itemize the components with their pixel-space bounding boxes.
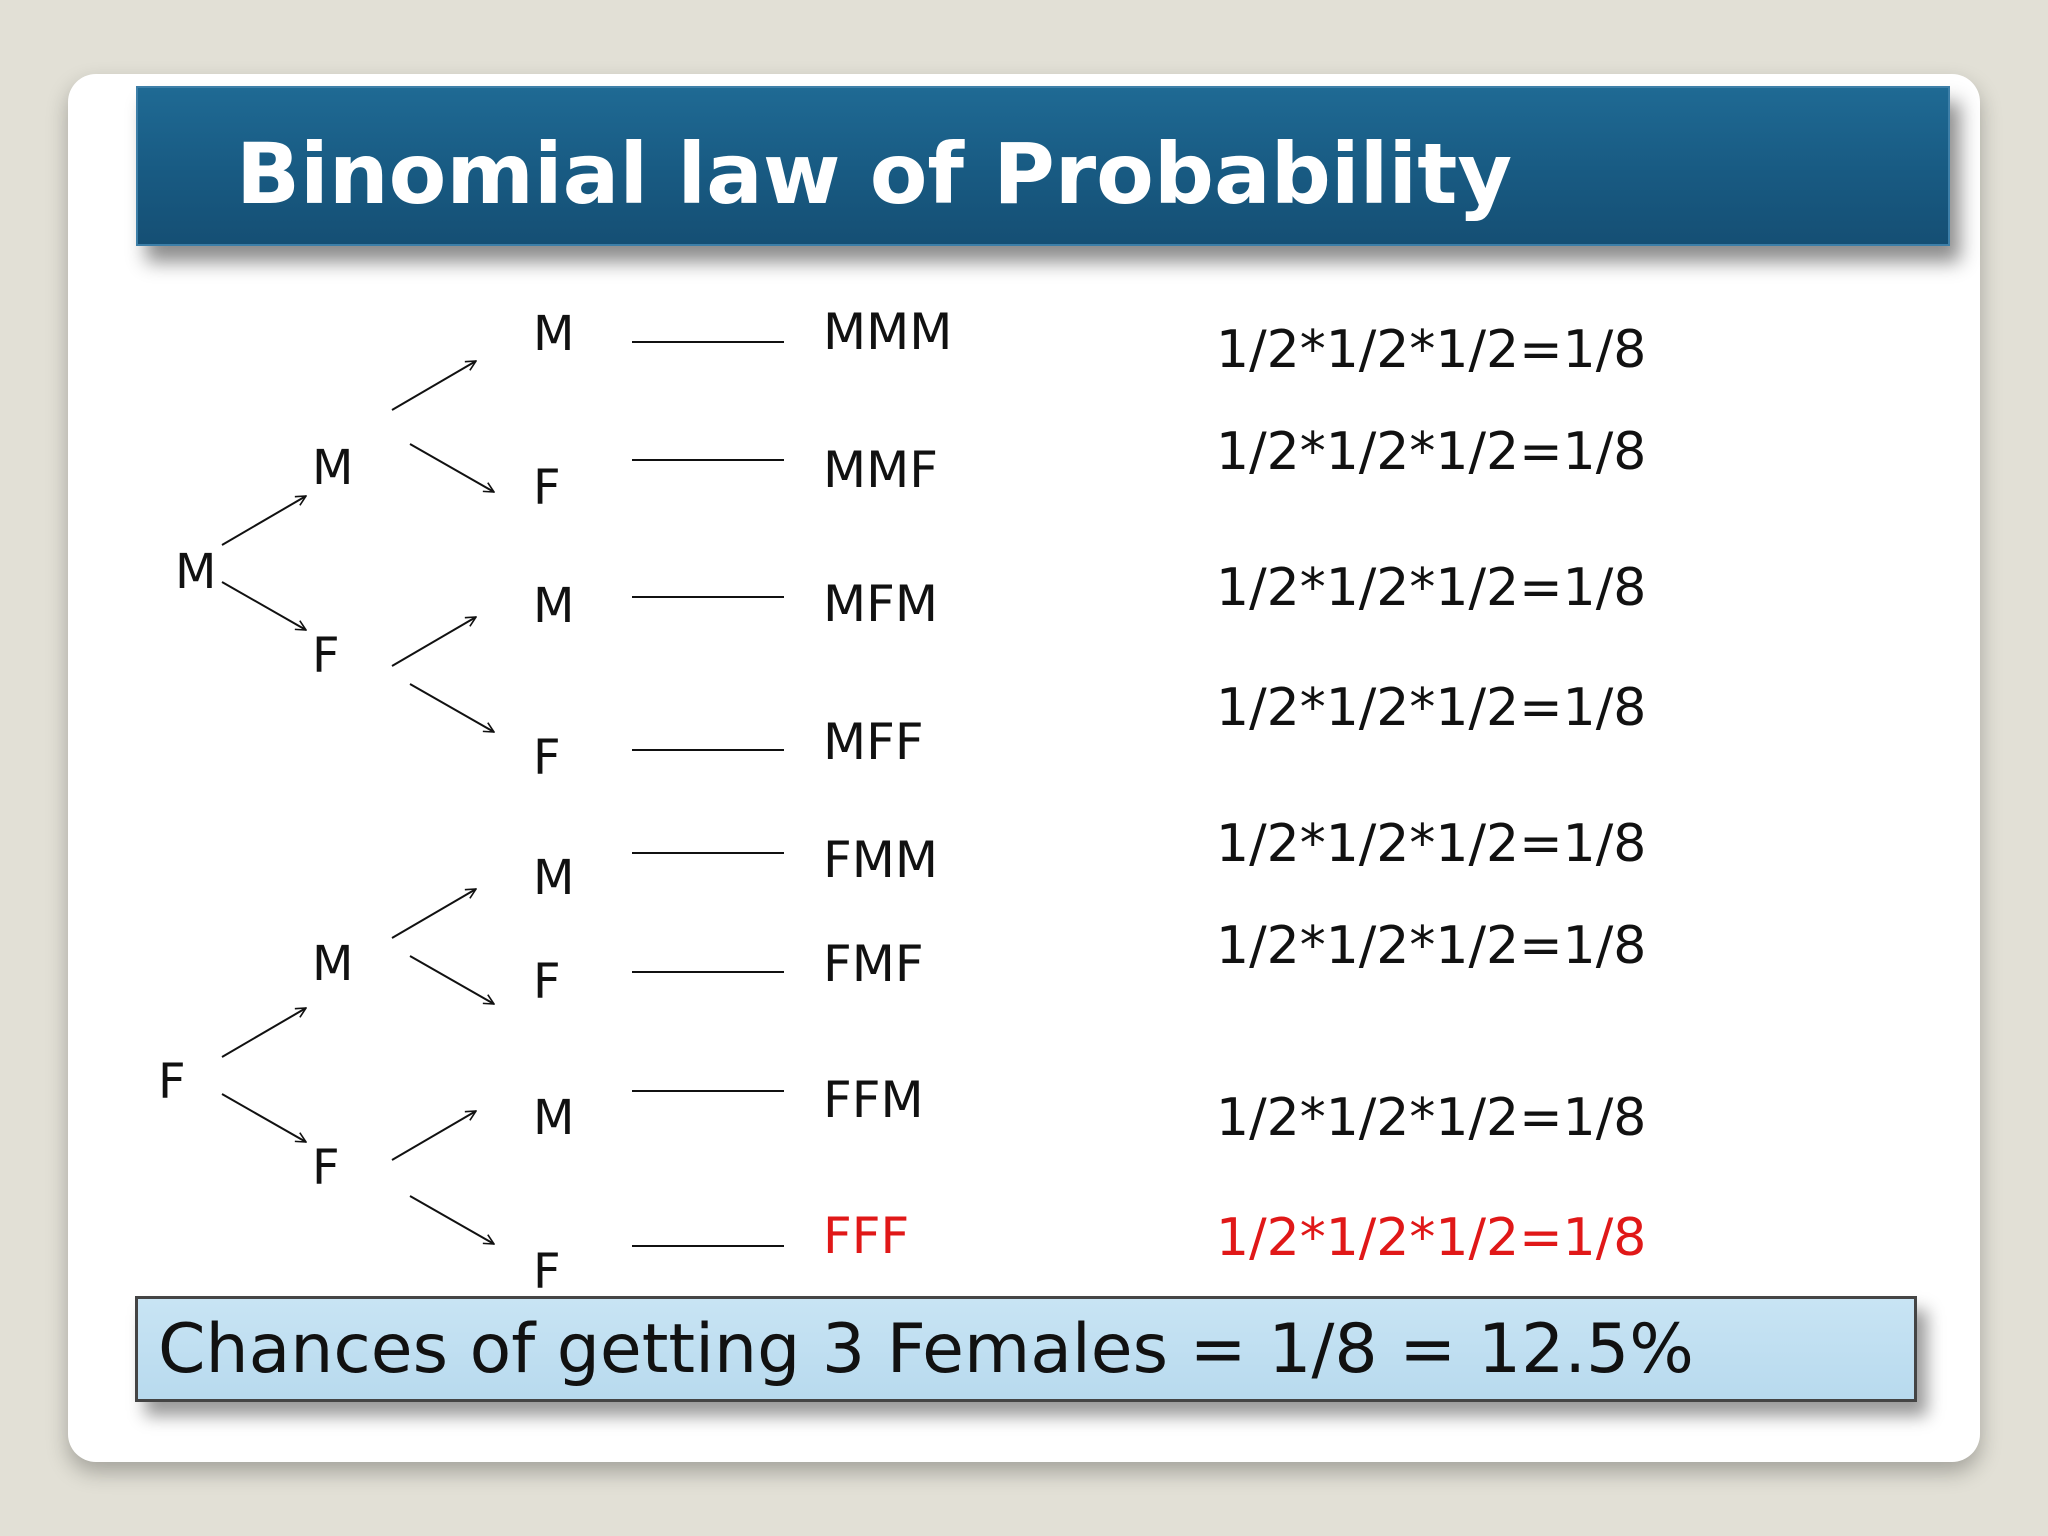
title-bar: [136, 86, 1950, 246]
probability-calc: 1/2*1/2*1/2=1/8: [1216, 422, 1647, 482]
arrow-f-to-f: [221, 1093, 306, 1142]
probability-calc: 1/2*1/2*1/2=1/8: [1216, 814, 1647, 874]
slide-title: Binomial law of Probability: [236, 125, 1513, 223]
outcome-label: MFM: [823, 575, 939, 633]
leaf-node-1: M: [533, 306, 575, 362]
outcome-label: FMM: [823, 831, 939, 889]
arrow-f-to-m: [221, 1008, 306, 1058]
root-node-f: F: [158, 1054, 186, 1110]
node-m-m: M: [312, 440, 354, 496]
probability-calc: 1/2*1/2*1/2=1/8: [1216, 558, 1647, 618]
arrow-ff-to-f: [409, 1195, 494, 1244]
arrow-ff-to-m: [391, 1111, 476, 1161]
leaf-node-2: F: [533, 460, 561, 516]
node-f-f: F: [312, 1140, 340, 1196]
outcome-label-highlighted: FFF: [823, 1207, 910, 1265]
root-node-m: M: [175, 544, 217, 600]
leaf-node-7: M: [533, 1090, 575, 1146]
probability-calc: 1/2*1/2*1/2=1/8: [1216, 916, 1647, 976]
outcome-label: FMF: [823, 935, 924, 993]
arrow-mf-to-m: [391, 617, 476, 667]
outcome-label: FFM: [823, 1071, 924, 1129]
outcome-label: MFF: [823, 713, 924, 771]
node-m-f: F: [312, 628, 340, 684]
result-text: Chances of getting 3 Females = 1/8 = 12.…: [158, 1310, 1694, 1389]
outcome-label: MMM: [823, 303, 953, 361]
arrow-fm-to-f: [409, 955, 494, 1004]
arrow-fm-to-m: [391, 889, 476, 939]
arrow-mm-to-f: [409, 443, 494, 492]
probability-calc: 1/2*1/2*1/2=1/8: [1216, 320, 1647, 380]
leaf-node-3: M: [533, 578, 575, 634]
arrow-mm-to-m: [391, 361, 476, 411]
probability-calc-highlighted: 1/2*1/2*1/2=1/8: [1216, 1208, 1647, 1268]
leaf-node-6: F: [533, 954, 561, 1010]
leaf-node-8: F: [533, 1244, 561, 1300]
slide-card: [68, 74, 1980, 1462]
node-f-m: M: [312, 936, 354, 992]
probability-calc: 1/2*1/2*1/2=1/8: [1216, 678, 1647, 738]
outcome-label: MMF: [823, 441, 939, 499]
arrow-mf-to-f: [409, 683, 494, 732]
arrow-m-to-f: [221, 581, 306, 630]
result-box: [135, 1296, 1917, 1402]
probability-calc: 1/2*1/2*1/2=1/8: [1216, 1088, 1647, 1148]
leaf-node-5: M: [533, 850, 575, 906]
leaf-node-4: F: [533, 730, 561, 786]
arrow-m-to-m: [221, 496, 306, 546]
